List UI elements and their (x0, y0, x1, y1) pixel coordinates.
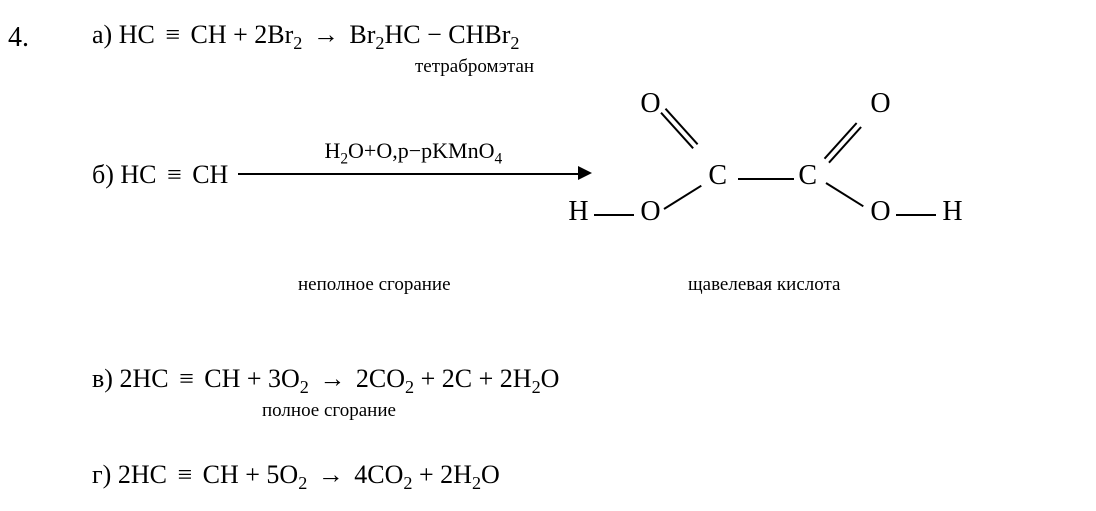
subscript: 4 (494, 151, 502, 168)
annotation-incomplete-combustion: неполное сгорание (298, 274, 451, 296)
atom-o: O (870, 196, 890, 228)
equation-d: г) 2HC ≡ CH + 5O2 → 4CO2 + 2H2O (92, 460, 500, 490)
atom-c: C (708, 160, 727, 192)
item-label: г) (92, 460, 111, 490)
triple-bond: ≡ (175, 364, 198, 394)
text: Br (349, 20, 375, 49)
atom-o: O (640, 196, 660, 228)
formula-text: 2HC ≡ CH + 5O2 → 4CO2 + 2H2O (118, 460, 500, 490)
text: O (481, 460, 500, 489)
text: + 2C + 2H (414, 364, 531, 393)
text: 2CO (356, 364, 405, 393)
triple-bond: ≡ (163, 160, 186, 190)
arrow-icon: → (315, 364, 349, 394)
subscript: 2 (510, 33, 519, 53)
formula-text: HC ≡ CH + 2Br2 → Br2HC − CHBr2 (119, 20, 520, 50)
question-number: 4. (8, 22, 29, 54)
single-bond (826, 182, 864, 207)
subscript: 2 (293, 33, 302, 53)
double-bond (826, 124, 858, 160)
item-label: в) (92, 364, 113, 394)
single-bond (664, 185, 702, 210)
text: O+O,p−pKMnO (348, 138, 494, 163)
text: O (541, 364, 560, 393)
subscript: 2 (340, 151, 348, 168)
triple-bond: ≡ (161, 20, 184, 50)
text: CH + 3O (204, 364, 300, 393)
text: CH + 5O (203, 460, 299, 489)
annotation-complete-combustion: полное сгорание (262, 400, 396, 422)
text: 4CO (354, 460, 403, 489)
item-label: а) (92, 20, 112, 50)
triple-bond: ≡ (173, 460, 196, 490)
text: 2HC (119, 364, 168, 393)
formula-text: HC ≡ CH (120, 160, 228, 190)
annotation-oxalic-acid: щавелевая кислота (688, 274, 840, 296)
single-bond (738, 178, 794, 180)
subscript: 2 (300, 377, 309, 397)
molecule-oxalic-acid: O O C C O O H H (598, 88, 998, 258)
subscript: 2 (532, 377, 541, 397)
page: 4. а) HC ≡ CH + 2Br2 → Br2HC − CHBr2 тет… (0, 0, 1096, 511)
text: HC (120, 160, 156, 189)
text: + 2H (413, 460, 472, 489)
subscript: 2 (472, 473, 481, 493)
single-bond (896, 214, 936, 216)
subscript: 2 (298, 473, 307, 493)
atom-h: H (942, 196, 962, 228)
arrow-icon: → (314, 460, 348, 490)
text: HC (119, 20, 155, 49)
arrow-over-text: H2O+O,p−pKMnO4 (324, 138, 502, 170)
atom-c: C (798, 160, 817, 192)
long-arrow: H2O+O,p−pKMnO4 (238, 160, 588, 186)
double-bond (664, 110, 696, 146)
text: CH (192, 160, 228, 189)
equation-c: в) 2HC ≡ CH + 3O2 → 2CO2 + 2C + 2H2O (92, 364, 559, 394)
text: CH + 2Br (191, 20, 294, 49)
annotation-tetrabromoethane: тетрабромэтан (415, 56, 534, 78)
subscript: 2 (405, 377, 414, 397)
atom-h: H (568, 196, 588, 228)
arrow-line (238, 173, 578, 175)
text: H (324, 138, 340, 163)
text: 2HC (118, 460, 167, 489)
single-bond (594, 214, 634, 216)
subscript: 2 (403, 473, 412, 493)
item-label: б) (92, 160, 114, 190)
arrow-head-icon (578, 166, 592, 180)
atom-o: O (870, 88, 890, 120)
formula-text: 2HC ≡ CH + 3O2 → 2CO2 + 2C + 2H2O (119, 364, 559, 394)
equation-a: а) HC ≡ CH + 2Br2 → Br2HC − CHBr2 (92, 20, 519, 50)
arrow-icon: → (309, 20, 343, 50)
atom-o: O (640, 88, 660, 120)
equation-b: б) HC ≡ CH H2O+O,p−pKMnO4 O O C C O (92, 160, 998, 258)
text: HC − CHBr (384, 20, 510, 49)
